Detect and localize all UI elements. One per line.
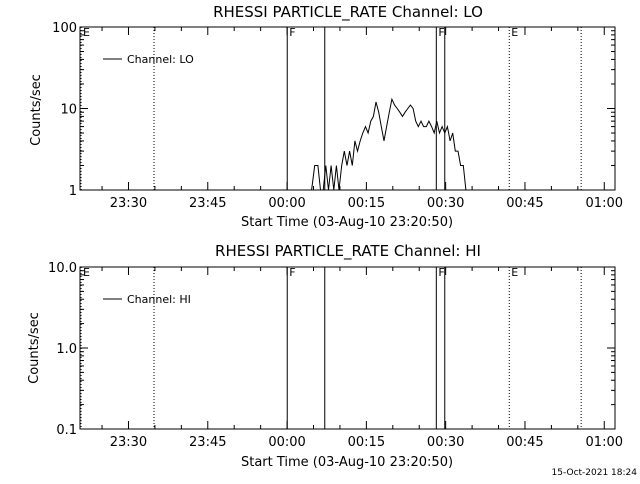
ytick-label-lo-0: 1 <box>69 184 77 199</box>
xtick-label-lo-1: 23:45 <box>189 196 226 211</box>
xtick-label-hi-4: 00:30 <box>427 435 464 450</box>
xtick-label-hi-1: 23:45 <box>189 435 226 450</box>
y-axis-label-lo: Counts/sec <box>29 74 44 146</box>
marker-label-lo-2: F <box>289 26 295 39</box>
xtick-label-lo-3: 00:15 <box>348 196 385 211</box>
xtick-label-lo-5: 00:45 <box>506 196 543 211</box>
marker-label-hi-6: E <box>511 266 518 279</box>
xtick-label-lo-4: 00:30 <box>427 196 464 211</box>
marker-label-hi-4: F <box>438 266 444 279</box>
xtick-label-hi-6: 01:00 <box>586 435 623 450</box>
ytick-label-hi-1: 1.0 <box>56 342 77 357</box>
yticks-hi: 0.1 1.0 10.0 <box>48 261 615 438</box>
ytick-label-hi-2: 10.0 <box>48 261 77 276</box>
xtick-label-lo-0: 23:30 <box>110 196 147 211</box>
ytick-label-hi-0: 0.1 <box>56 423 77 438</box>
footer-timestamp: 15-Oct-2021 18:24 <box>552 468 638 478</box>
xticks-hi: 23:30 23:45 00:00 00:15 00:30 00:45 01:00 <box>101 267 623 450</box>
xtick-label-lo-2: 00:00 <box>268 196 305 211</box>
xtick-label-hi-3: 00:15 <box>348 435 385 450</box>
x-axis-label-hi: Start Time (03-Aug-10 23:20:50) <box>241 455 453 470</box>
ytick-label-lo-2: 100 <box>52 21 77 36</box>
ytick-label-lo-1: 10 <box>60 103 77 118</box>
xtick-label-hi-5: 00:45 <box>506 435 543 450</box>
yticks-lo: 1 10 100 <box>52 21 615 199</box>
chart-title-lo: RHESSI PARTICLE_RATE Channel: LO <box>213 3 483 22</box>
legend-label-lo: Channel: LO <box>127 53 194 66</box>
y-axis-label-hi: Counts/sec <box>27 312 42 384</box>
legend-label-hi: Channel: HI <box>127 293 191 306</box>
marker-label-hi-0: E <box>83 266 90 279</box>
marker-label-lo-4: F <box>438 26 444 39</box>
marker-label-hi-2: F <box>289 266 295 279</box>
series-line-lo <box>311 97 472 191</box>
panel-hi: RHESSI PARTICLE_RATE Channel: HI E F F E 0.… <box>27 242 623 470</box>
x-axis-label-lo: Start Time (03-Aug-10 23:20:50) <box>241 215 453 230</box>
xtick-label-hi-2: 00:00 <box>268 435 305 450</box>
marker-label-lo-0: E <box>83 26 90 39</box>
xtick-label-lo-6: 01:00 <box>586 196 623 211</box>
xtick-label-hi-0: 23:30 <box>110 435 147 450</box>
marker-label-lo-6: E <box>511 26 518 39</box>
xticks-lo: 23:30 23:45 00:00 00:15 00:30 00:45 01:00 <box>101 27 623 211</box>
chart-title-hi: RHESSI PARTICLE_RATE Channel: HI <box>215 242 481 261</box>
